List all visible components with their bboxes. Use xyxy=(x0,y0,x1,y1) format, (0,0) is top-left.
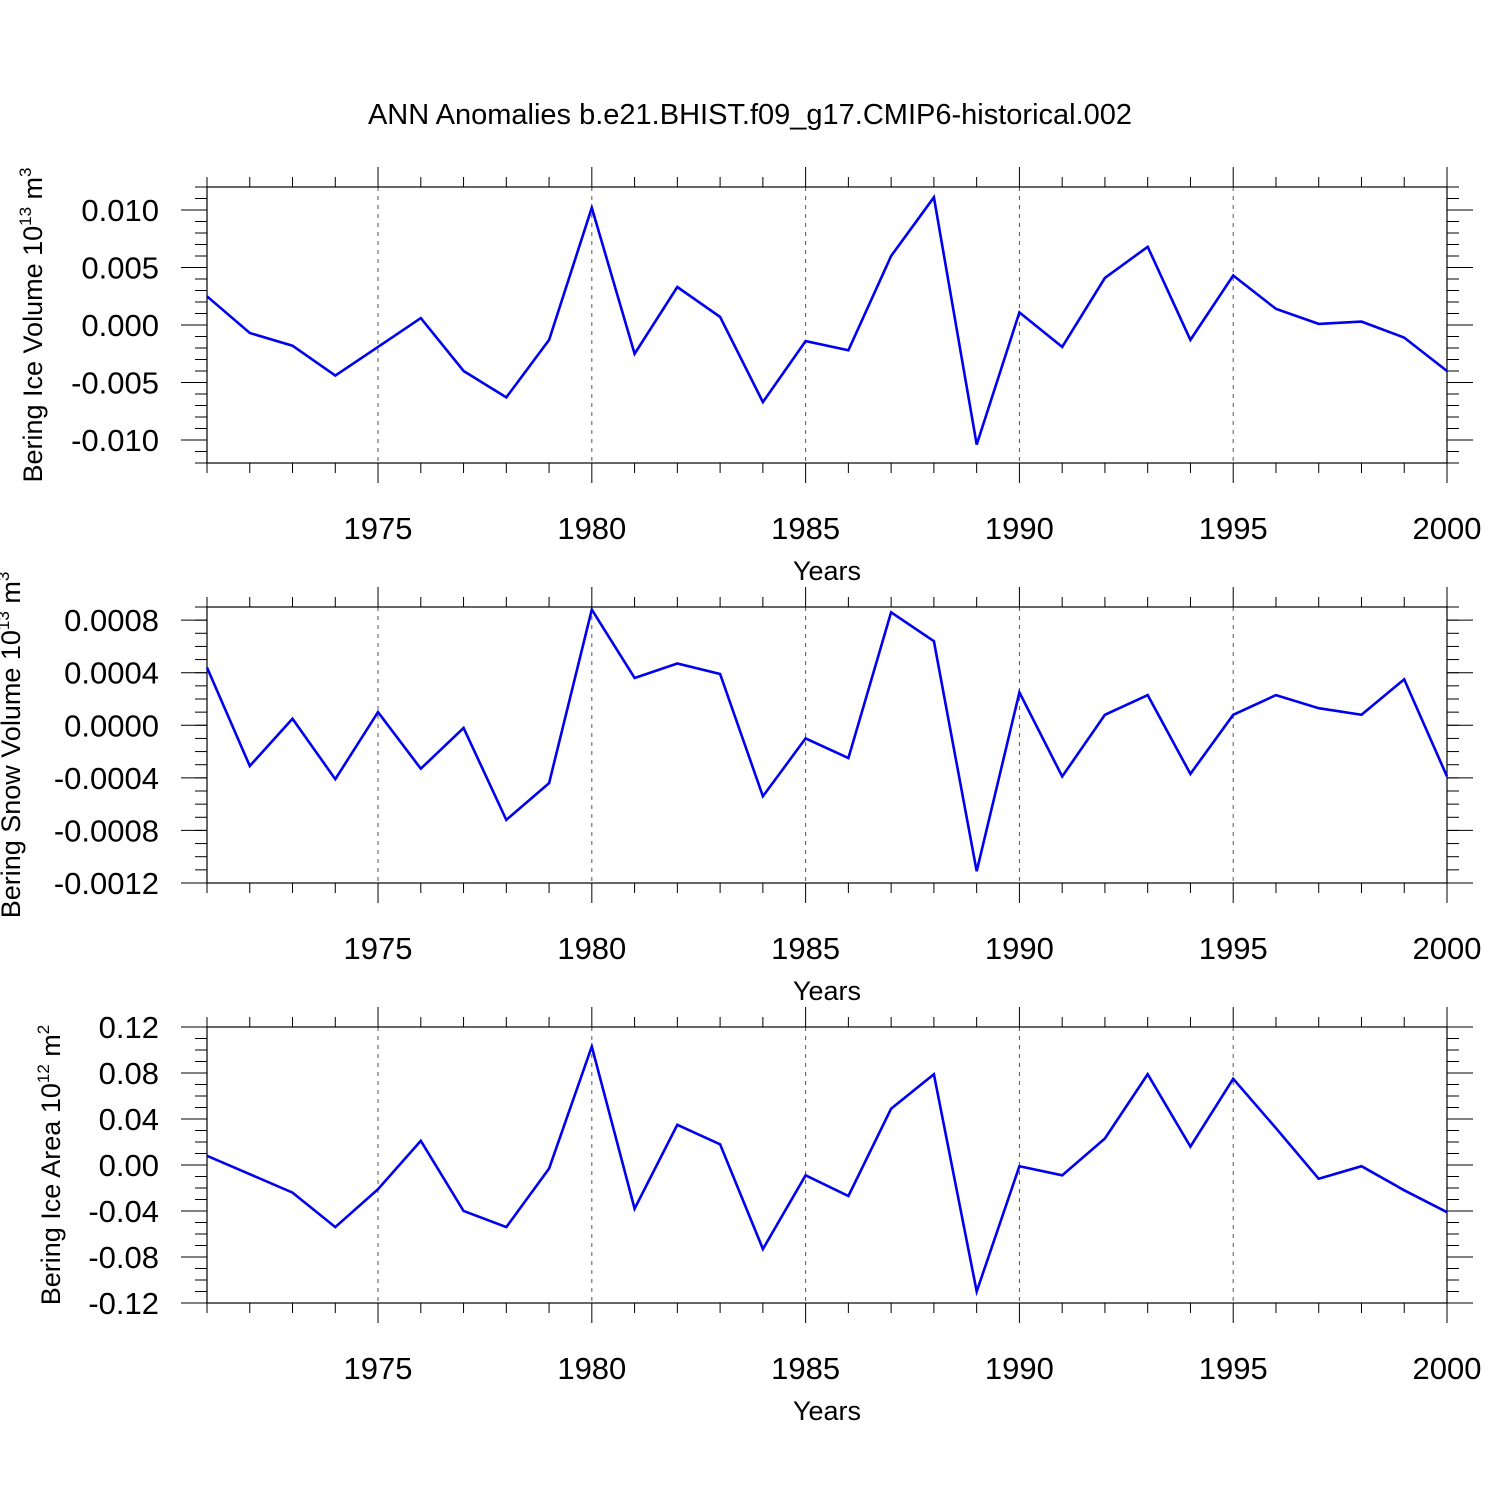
y-axis-label-text: Bering Snow Volume 10 xyxy=(0,630,26,918)
x-tick-label: 1980 xyxy=(557,1351,626,1386)
x-axis-label: Years xyxy=(793,976,861,1006)
panel-ice-volume: -0.010 -0.005 0.000 0.005 0.010 1975 1980 1985 1… xyxy=(16,167,1481,586)
y-axis-label: Bering Ice Area 1012 m2 xyxy=(34,1025,66,1306)
y-axis-label-exponent: 13 xyxy=(16,207,35,226)
y-tick-label: 0.04 xyxy=(99,1102,159,1137)
y-axis-label-unit-exponent: 3 xyxy=(16,167,35,176)
y-axis-label-unit-exponent: 2 xyxy=(34,1025,53,1034)
x-tick-label: 1980 xyxy=(557,511,626,546)
y-tick-label: -0.005 xyxy=(71,366,159,401)
y-tick-label: -0.0004 xyxy=(54,761,159,796)
y-tick-label: 0.010 xyxy=(81,193,159,228)
x-tick-label: 1990 xyxy=(985,1351,1054,1386)
y-tick-label: -0.010 xyxy=(71,423,159,458)
y-axis-label: Bering Ice Volume 1013 m3 xyxy=(16,167,48,482)
y-tick-label: 0.08 xyxy=(99,1056,159,1091)
y-tick-label: 0.0004 xyxy=(64,656,159,691)
y-axis-label-unit: m xyxy=(18,177,48,200)
y-tick-label: 0.005 xyxy=(81,251,159,286)
y-tick-label: 0.12 xyxy=(99,1010,159,1045)
y-tick-label: 0.000 xyxy=(81,308,159,343)
y-axis-label-text: Bering Ice Volume 10 xyxy=(18,226,48,483)
x-tick-label: 1995 xyxy=(1199,1351,1268,1386)
x-tick-label: 1990 xyxy=(985,931,1054,966)
y-axis-label-unit: m xyxy=(36,1034,66,1057)
x-tick-label: 1975 xyxy=(344,1351,413,1386)
x-tick-label: 1975 xyxy=(344,511,413,546)
plot-frame xyxy=(206,1026,1448,1304)
y-tick-label: 0.0008 xyxy=(64,603,159,638)
y-axis-label-exponent: 13 xyxy=(0,611,13,630)
x-tick-label: 1975 xyxy=(344,931,413,966)
y-axis-label-unit-exponent: 3 xyxy=(0,572,13,581)
y-tick-label: -0.04 xyxy=(88,1194,159,1229)
y-tick-label: -0.0008 xyxy=(54,813,159,848)
x-axis-label: Years xyxy=(793,556,861,586)
x-tick-label: 2000 xyxy=(1413,1351,1482,1386)
x-tick-label: 1985 xyxy=(771,511,840,546)
panel-snow-volume: -0.0012 -0.0008 -0.0004 0.0000 0.0004 0.0008 1… xyxy=(0,572,1481,1006)
x-tick-label: 1985 xyxy=(771,931,840,966)
ice-volume-series-line xyxy=(206,194,1448,445)
x-tick-label: 2000 xyxy=(1413,511,1482,546)
plot-frame xyxy=(206,606,1448,884)
panel-ice-area: -0.12 -0.08 -0.04 0.00 0.04 0.08 0.12 1975 1980 1… xyxy=(34,1007,1481,1426)
y-tick-label: -0.08 xyxy=(88,1240,159,1275)
y-tick-label: 0.0000 xyxy=(64,708,159,743)
ice-area-series-line xyxy=(206,1042,1448,1297)
snow-volume-series-line xyxy=(205,606,1449,872)
x-tick-label: 1990 xyxy=(985,511,1054,546)
y-tick-label: 0.00 xyxy=(99,1148,159,1183)
x-axis-label: Years xyxy=(793,1396,861,1426)
plot-frame xyxy=(206,186,1448,464)
x-tick-label: 1980 xyxy=(557,931,626,966)
y-tick-label: -0.12 xyxy=(88,1286,159,1321)
x-tick-label: 1985 xyxy=(771,1351,840,1386)
y-tick-label: -0.0012 xyxy=(54,866,159,901)
y-axis-label-text: Bering Ice Area 10 xyxy=(36,1083,66,1305)
chart-title: ANN Anomalies b.e21.BHIST.f09_g17.CMIP6-… xyxy=(368,99,1132,131)
x-tick-label: 1995 xyxy=(1199,931,1268,966)
x-tick-label: 1995 xyxy=(1199,511,1268,546)
y-axis-label: Bering Snow Volume 1013 m3 xyxy=(0,572,26,919)
x-tick-label: 2000 xyxy=(1413,931,1482,966)
y-axis-label-unit: m xyxy=(0,581,26,604)
y-axis-label-exponent: 12 xyxy=(34,1064,53,1083)
